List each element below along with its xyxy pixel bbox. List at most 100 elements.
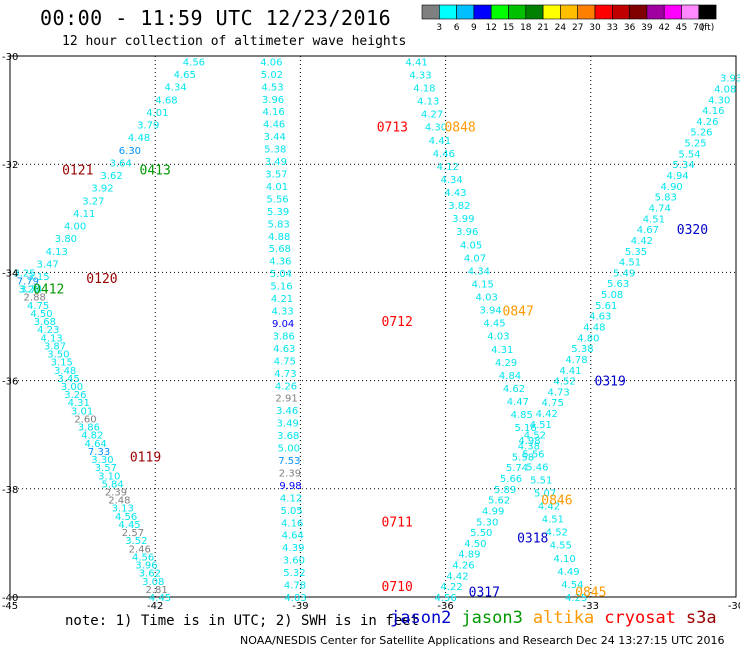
swh-value: 4.16 (702, 106, 724, 117)
swh-value: 3.15 (27, 272, 49, 283)
swh-value: 4.80 (577, 333, 599, 344)
swh-value: 4.50 (30, 309, 52, 320)
swh-value: 4.03 (487, 332, 509, 343)
swh-value: 4.45 (149, 593, 171, 604)
time-label: 0846 (541, 494, 572, 509)
colorbar-label: 24 (555, 23, 567, 33)
swh-value: 4.34 (468, 266, 490, 277)
swh-value: 5.56 (266, 194, 288, 205)
swh-value: 5.66 (500, 474, 522, 485)
swh-value: 4.48 (128, 133, 150, 144)
swh-value: 4.55 (550, 541, 572, 552)
swh-value: 5.16 (270, 282, 292, 293)
swh-value: 5.32 (283, 568, 305, 579)
colorbar-swatch (681, 4, 700, 20)
swh-value: 5.83 (655, 193, 677, 204)
swh-value: 5.08 (601, 290, 623, 301)
y-tick-label: -38 (2, 485, 18, 496)
swh-value: 4.26 (696, 117, 718, 128)
track-jason2-0317: 4.564.224.424.264.894.505.505.304.995.62… (434, 74, 740, 604)
swh-value: 5.63 (607, 279, 629, 290)
x-tick-label: -39 (292, 601, 308, 612)
swh-value: 3.62 (139, 569, 161, 580)
swh-value: 4.85 (511, 410, 533, 421)
lat-lon-grid (9, 55, 737, 598)
swh-value: 4.74 (649, 203, 671, 214)
swh-value: 3.00 (61, 382, 83, 393)
swh-value: 4.26 (275, 381, 297, 392)
swh-value: 4.25 (565, 593, 587, 604)
swh-value: 4.21 (271, 294, 293, 305)
swh-value: 4.08 (714, 84, 736, 95)
time-label: 0119 (130, 450, 161, 465)
swh-value: 4.33 (271, 307, 293, 318)
color-scale: 3 6 9 12 15 18 21 24 27 30 33 36 39 42 45 70(ft) (421, 4, 717, 33)
swh-value: 4.42 (536, 409, 558, 420)
swh-value: 3.49 (265, 157, 287, 168)
swh-value: 4.51 (530, 420, 552, 431)
swh-value: 3.49 (277, 419, 299, 430)
swh-value: 3.96 (135, 561, 157, 572)
swh-value: 5.83 (268, 219, 290, 230)
colorbar-swatch (421, 4, 440, 20)
swh-value: 5.49 (613, 268, 635, 279)
swh-value: 4.54 (561, 580, 583, 591)
colorbar-label: 45 (676, 23, 687, 33)
time-label: 0711 (382, 515, 413, 530)
swh-value: 4.42 (631, 236, 653, 247)
swh-value: 3.27 (82, 196, 104, 207)
time-label: 0320 (677, 223, 708, 238)
swh-value: 3.74 (20, 285, 42, 296)
swh-value: 4.36 (269, 257, 291, 268)
swh-value: 2.81 (146, 585, 168, 596)
swh-value: 4.27 (421, 110, 443, 121)
colorbar-label: 6 (454, 23, 460, 33)
swh-value: 3.64 (110, 158, 132, 169)
swh-value: 4.63 (589, 312, 611, 323)
swh-value: 2.91 (275, 394, 297, 405)
swh-value: 4.98 (518, 436, 540, 447)
swh-value: 3.25 (13, 268, 35, 279)
swh-value: 5.84 (101, 479, 123, 490)
swh-value: 2.46 (129, 544, 151, 555)
legend-jason2: jason2 (390, 608, 452, 628)
swh-value: 4.50 (464, 539, 486, 550)
swh-value: 3.50 (47, 350, 69, 361)
satellite-legend: jason2 jason3 altika cryosat s3a (390, 608, 727, 628)
colorbar-swatch (646, 4, 665, 20)
colorbar-swatch (473, 4, 492, 20)
swh-value: 4.39 (282, 543, 304, 554)
swh-value: 3.79 (137, 121, 159, 132)
swh-value: 5.56 (522, 449, 544, 460)
y-tick-label: -36 (2, 377, 18, 388)
colorbar-swatch (456, 4, 475, 20)
colorbar-swatch (611, 4, 630, 20)
colorbar-label: 18 (520, 23, 532, 33)
swh-value: 3.10 (98, 471, 120, 482)
swh-value: 4.46 (263, 120, 285, 131)
swh-value: 4.23 (37, 325, 59, 336)
swh-value: 4.16 (262, 107, 284, 118)
swh-value: 3.92 (91, 184, 113, 195)
colorbar-label: 21 (537, 23, 548, 33)
swh-value: 3.30 (91, 455, 113, 466)
swh-value: 4.07 (464, 253, 486, 264)
track-cryosat-0710: 4.034.785.323.604.394.644.165.054.129.98… (260, 57, 413, 604)
colorbar-swatch (663, 4, 682, 20)
swh-value: 4.00 (64, 222, 86, 233)
colorbar-swatch (577, 4, 596, 20)
swh-value: 4.13 (417, 97, 439, 108)
swh-value: 3.48 (54, 366, 76, 377)
swh-value: 3.94 (479, 306, 501, 317)
swh-value: 4.10 (553, 554, 575, 565)
swh-value: 4.51 (643, 214, 665, 225)
swh-value: 4.56 (434, 593, 456, 604)
time-label: 0318 (517, 531, 548, 546)
swh-value: 3.15 (51, 358, 73, 369)
swh-value: 4.64 (85, 439, 107, 450)
swh-value: 4.52 (553, 377, 575, 388)
swh-value: 3.96 (262, 95, 284, 106)
colorbar-label: 33 (607, 23, 618, 33)
swh-value: 4.13 (40, 333, 62, 344)
